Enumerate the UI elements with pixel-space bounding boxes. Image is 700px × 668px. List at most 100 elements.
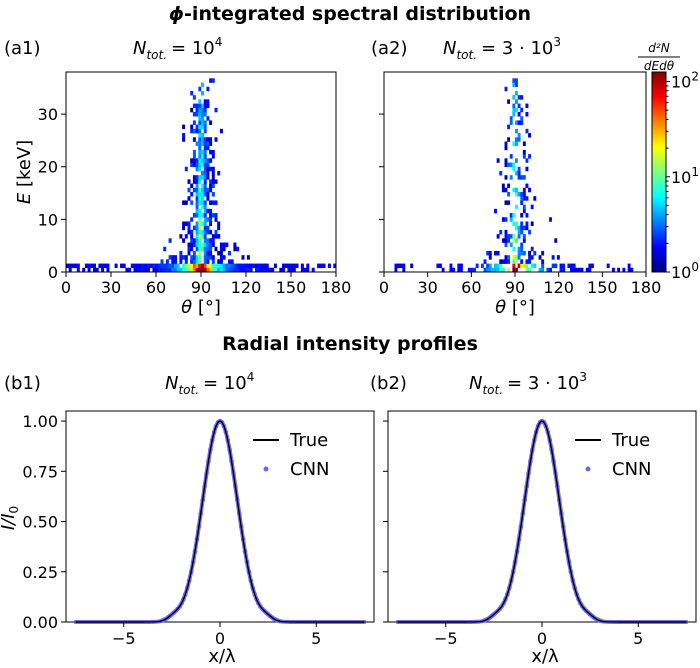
heatmap-cell — [501, 217, 505, 222]
heatmap-cell — [201, 112, 204, 117]
heatmap-cell — [198, 263, 202, 269]
heatmap-cell — [195, 204, 199, 210]
x-tick-label: 30 — [417, 278, 437, 297]
heatmap-cell — [192, 255, 196, 260]
heatmap-cell — [190, 234, 194, 239]
heatmap-cell — [211, 192, 215, 197]
heatmap-cell — [528, 133, 532, 138]
heatmap-cell — [211, 242, 215, 248]
heatmap-cell — [233, 246, 237, 252]
heatmap-cell — [504, 255, 508, 260]
heatmap-cell — [206, 229, 210, 235]
heatmap-cell — [509, 154, 513, 159]
heatmap-cell — [515, 128, 518, 134]
heatmap-cell — [182, 124, 186, 130]
heatmap-cell — [522, 175, 526, 180]
heatmap-cell — [512, 78, 516, 83]
heatmap-cell — [333, 263, 337, 269]
heatmap-cell — [192, 137, 196, 142]
heatmap-cell — [512, 103, 516, 109]
colorbar-tick-label: 102 — [671, 70, 699, 92]
heatmap-cell — [528, 267, 532, 273]
heatmap-cell — [491, 267, 495, 273]
heatmap-cell — [171, 255, 175, 260]
heatmap-cell — [486, 250, 490, 256]
true-line — [397, 420, 687, 623]
heatmap-cell — [410, 263, 414, 269]
heatmap-cell — [222, 242, 226, 248]
heatmap-cell — [457, 267, 461, 273]
heatmap-cell — [559, 263, 563, 269]
heatmap-cell — [509, 242, 513, 248]
heatmap-cell — [190, 107, 194, 113]
heatmap-cell — [554, 263, 558, 269]
heatmap-cell — [504, 162, 508, 168]
heatmap-cell — [141, 263, 145, 269]
heatmap-cell — [512, 267, 516, 273]
heatmap-cell — [190, 162, 194, 168]
heatmap-cell — [233, 242, 237, 248]
heatmap-cell — [201, 162, 204, 168]
heatmap-cell — [327, 263, 331, 269]
y-axis-label-a1: E [keV] — [14, 140, 35, 204]
heatmap-cell — [512, 246, 516, 252]
heatmap-cell — [201, 124, 204, 130]
heatmap-cell — [187, 267, 191, 273]
heatmap-cell — [517, 229, 521, 235]
heatmap-cell — [517, 255, 521, 260]
heatmap-cell — [575, 267, 579, 273]
heatmap-cell — [290, 267, 294, 273]
heatmap-cell — [195, 213, 199, 218]
heatmap-cell — [271, 267, 275, 273]
heatmap-cell — [71, 263, 75, 269]
heatmap-cell — [499, 229, 503, 235]
heatmap-cell — [520, 225, 524, 231]
heatmap-cell — [488, 263, 492, 269]
heatmap-cell — [82, 267, 86, 273]
heatmap-cell — [206, 196, 210, 201]
heatmap-cell — [198, 175, 202, 180]
heatmap-cell — [209, 141, 213, 146]
heatmap-cell — [174, 267, 177, 273]
heatmap-cell — [203, 259, 207, 264]
heatmap-cell — [515, 82, 518, 88]
heatmap-cell — [217, 267, 221, 273]
heatmap-cell — [195, 229, 199, 235]
heatmap-cell — [198, 234, 202, 239]
heatmap-cell — [192, 120, 196, 125]
heatmap-cell — [203, 149, 207, 155]
heatmap-cell — [203, 225, 207, 231]
heatmap-cell — [198, 107, 202, 113]
heatmap-cell — [195, 179, 199, 184]
heatmap-cell — [171, 267, 175, 273]
heatmap-cell — [525, 267, 529, 273]
heatmap-cell — [198, 221, 202, 226]
heatmap-cell — [522, 141, 526, 146]
heatmap-cell — [211, 179, 215, 184]
heatmap-cell — [192, 179, 196, 184]
heatmap-cell — [501, 187, 505, 193]
x-axis-label-b1: x/λ — [208, 646, 236, 667]
heatmap-cell — [522, 208, 526, 214]
heatmap-cell — [567, 263, 571, 269]
heatmap-cell — [306, 263, 310, 269]
heatmap-cell — [630, 267, 634, 273]
heatmap-cell — [562, 263, 566, 269]
heatmap-cell — [206, 103, 210, 109]
heatmap-cell — [512, 259, 516, 264]
heatmap-cell — [192, 238, 196, 243]
heatmap-cell — [198, 103, 202, 109]
x-tick-label: 5 — [311, 629, 321, 648]
heatmap-cell — [206, 250, 210, 256]
heatmap-cell — [152, 267, 156, 273]
heatmap-cell — [525, 166, 529, 172]
heatmap-cell — [517, 112, 521, 117]
heatmap-cell — [209, 213, 213, 218]
heatmap-cell — [147, 263, 150, 269]
heatmap-cell — [195, 192, 199, 197]
heatmap-cell — [184, 234, 188, 239]
heatmap-cell — [203, 263, 207, 269]
heatmap-cell — [206, 238, 210, 243]
heatmap-cell — [165, 259, 169, 264]
heatmap-cell — [187, 242, 191, 248]
